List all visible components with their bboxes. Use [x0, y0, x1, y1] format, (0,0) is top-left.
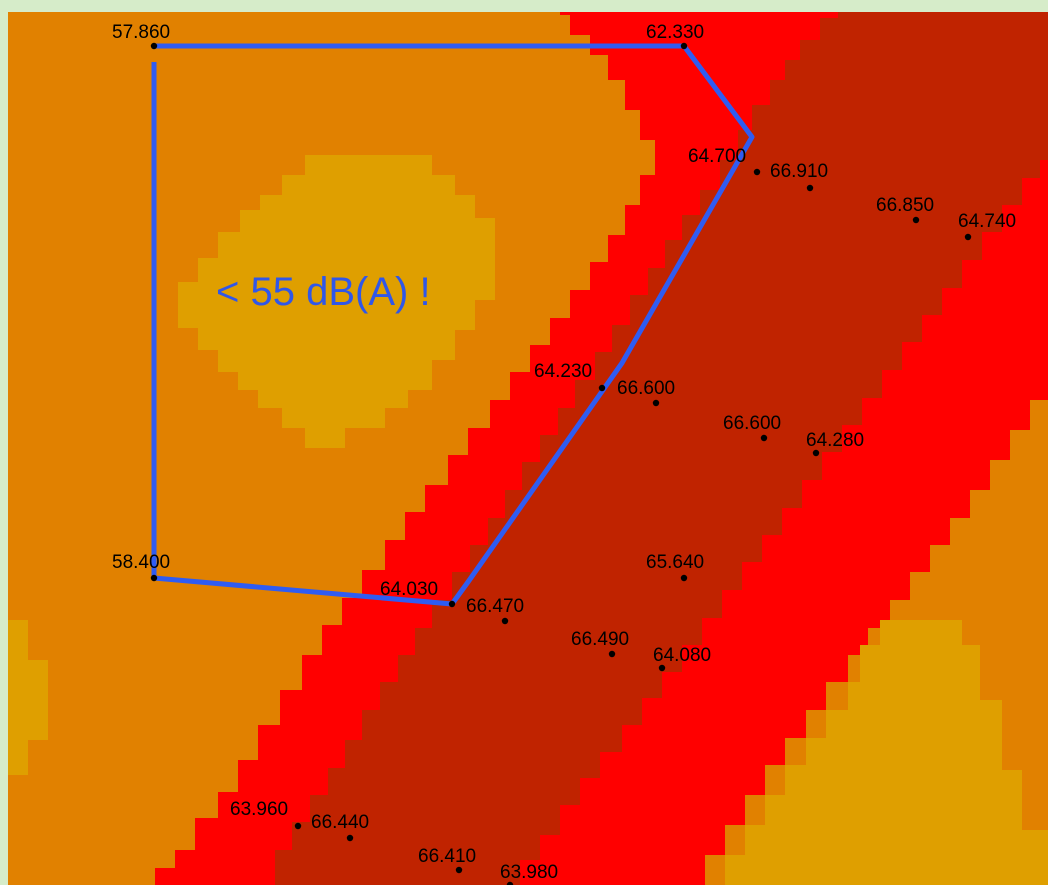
measurement-point-marker	[598, 384, 606, 392]
measurement-point-marker	[753, 168, 761, 176]
measurement-point-label: 65.640	[646, 552, 704, 573]
measurement-point-label: 64.080	[653, 645, 711, 666]
measurement-point: 66.910	[770, 161, 828, 192]
measurement-point: 58.400	[112, 552, 170, 582]
measurement-point-marker	[680, 574, 688, 582]
measurement-point-label: 66.440	[311, 812, 369, 833]
measurement-point-label: 64.700	[688, 146, 746, 167]
measurement-points: 57.860 62.330 64.700 66.910 66.850 64.740 64.2…	[112, 22, 1016, 885]
zone-60-65-band	[155, 12, 838, 885]
measurement-point: 64.280	[806, 430, 864, 457]
zone-60-65-right	[520, 160, 1048, 885]
measurement-point-marker	[812, 449, 820, 457]
measurement-route	[151, 43, 755, 607]
measurement-point-label: 64.280	[806, 430, 864, 451]
measurement-point-label: 66.490	[571, 629, 629, 650]
measurement-point-label: 66.600	[723, 413, 781, 434]
measurement-point: 64.740	[958, 211, 1016, 241]
measurement-point-label: 64.230	[534, 361, 592, 382]
zone-under-55-west	[8, 620, 48, 775]
measurement-point-marker	[760, 434, 768, 442]
measurement-point-label: 66.910	[770, 161, 828, 182]
measurement-point-label: 58.400	[112, 552, 170, 573]
measurement-point-marker	[506, 881, 514, 885]
measurement-point: 65.640	[646, 552, 704, 582]
measurement-point: 63.960	[230, 799, 302, 830]
measurement-point-marker	[658, 664, 666, 672]
measurement-point: 66.600	[723, 413, 781, 442]
measurement-point: 64.230	[534, 361, 606, 392]
measurement-point-marker	[652, 399, 660, 407]
measurement-point-marker	[608, 650, 616, 658]
measurement-point-marker	[455, 866, 463, 874]
measurement-point: 64.030	[380, 579, 456, 608]
measurement-point-marker	[912, 216, 920, 224]
measurement-point-label: 62.330	[646, 22, 704, 43]
measurement-point: 66.410	[418, 846, 476, 874]
measurement-point: 66.600	[617, 378, 675, 407]
measurement-point: 64.080	[653, 645, 711, 672]
measurement-point-label: 63.960	[230, 799, 288, 820]
zone-note: < 55 dB(A) !	[216, 270, 431, 314]
measurement-point-label: 66.410	[418, 846, 476, 867]
measurement-point-label: 66.600	[617, 378, 675, 399]
measurement-point: 66.490	[571, 629, 629, 658]
measurement-point-label: 57.860	[112, 22, 170, 43]
measurement-point-label: 64.740	[958, 211, 1016, 232]
measurement-point-marker	[448, 600, 456, 608]
measurement-point-marker	[964, 233, 972, 241]
measurement-point-marker	[150, 42, 158, 50]
measurement-point-label: 63.980	[500, 862, 558, 883]
measurement-point-marker	[150, 574, 158, 582]
measurement-point-label: 66.850	[876, 195, 934, 216]
measurement-point: 64.700	[688, 146, 761, 176]
zone-over-65	[275, 12, 1048, 885]
measurement-point-marker	[346, 834, 354, 842]
measurement-point-marker	[501, 617, 509, 625]
measurement-point-label: 64.030	[380, 579, 438, 600]
measurement-point: 63.980	[500, 862, 558, 885]
measurement-point: 57.860	[112, 22, 170, 50]
measurement-point-label: 66.470	[466, 596, 524, 617]
zone-under-55-island	[178, 155, 495, 448]
measurement-point: 66.850	[876, 195, 934, 224]
measurement-point-marker	[680, 42, 688, 50]
measurement-point-marker	[806, 184, 814, 192]
measurement-point: 62.330	[646, 22, 704, 50]
measurement-point: 66.440	[311, 812, 369, 842]
measurement-point: 66.470	[466, 596, 524, 625]
zone-under-55-southeast	[725, 620, 1048, 885]
measurement-point-marker	[294, 822, 302, 830]
